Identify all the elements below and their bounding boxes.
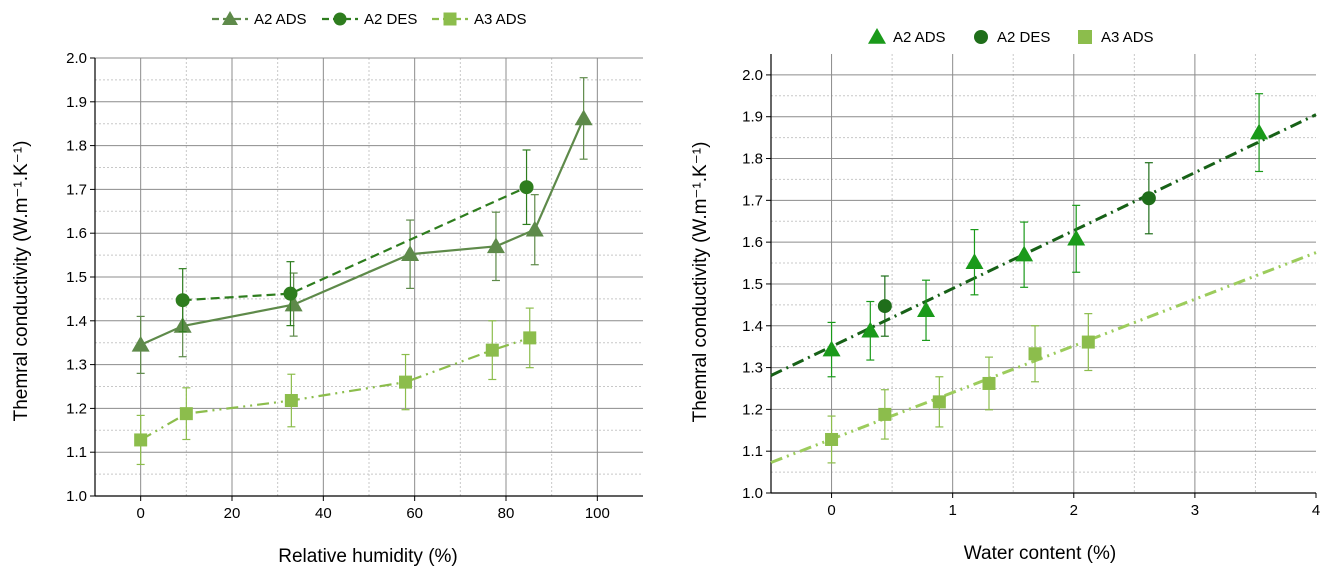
- data-point: [284, 394, 298, 408]
- series-line: [140, 118, 585, 346]
- data-point: [1081, 335, 1095, 349]
- x-tick-label: 40: [315, 505, 332, 522]
- legend-marker: [868, 28, 886, 44]
- legend-label: A2 ADS: [254, 11, 307, 28]
- data-point: [861, 321, 880, 338]
- data-point: [1250, 123, 1269, 140]
- y-tick-label: 1.1: [66, 444, 87, 461]
- y-tick-label: 1.6: [742, 234, 763, 251]
- data-point: [877, 299, 892, 314]
- y-tick-label: 1.2: [66, 400, 87, 417]
- x-tick-label: 80: [498, 505, 515, 522]
- y-tick-label: 1.7: [742, 192, 763, 209]
- y-tick-label: 1.9: [66, 94, 87, 111]
- x-tick-label: 3: [1191, 502, 1199, 519]
- y-tick-label: 1.1: [742, 443, 763, 460]
- legend-marker: [222, 11, 238, 25]
- y-tick-label: 1.3: [742, 360, 763, 377]
- plot-area-right: 1.0 1.1 1.2 1.3 1.4 1.5 1.6 1.7 1.8 1.9 2.0 0 1 2 3 4: [742, 54, 1320, 519]
- data-point: [574, 109, 593, 126]
- legend-label: A3 ADS: [474, 11, 527, 28]
- data-point: [401, 245, 420, 261]
- series-line: [140, 336, 531, 441]
- y-tick-label: 2.0: [742, 67, 763, 84]
- y-tick-label: 1.8: [66, 138, 87, 155]
- legend-label: A2 ADS: [893, 29, 946, 46]
- data-point: [822, 340, 841, 357]
- legend-marker: [333, 12, 347, 26]
- data-point: [131, 335, 150, 352]
- plot-area-left: 1.0 1.1 1.2 1.3 1.4 1.5 1.6 1.7 1.8 1.9 2.0 0 20 40 60…: [66, 50, 643, 522]
- x-tick-label: 1: [948, 502, 956, 519]
- legend-marker: [974, 30, 988, 44]
- x-axis-title-right: Water content (%): [964, 543, 1116, 564]
- legend-label: A2 DES: [364, 11, 417, 28]
- x-tick-label: 20: [224, 505, 241, 522]
- legend-marker: [1078, 30, 1092, 44]
- x-tick-label: 100: [585, 505, 610, 522]
- y-tick-label: 1.5: [742, 276, 763, 293]
- series-line: [182, 186, 528, 302]
- x-tick-label: 0: [136, 505, 144, 522]
- y-axis-title-left: Themral conductivity (W.m⁻¹.K⁻¹): [11, 141, 32, 422]
- data-point: [965, 253, 984, 269]
- y-tick-label: 1.8: [742, 151, 763, 168]
- chart-water-content: 1.0 1.1 1.2 1.3 1.4 1.5 1.6 1.7 1.8 1.9 2.0 0 1 2 3 4 W…: [690, 28, 1320, 564]
- y-axis-title-right: Themral conductivity (W.m⁻¹.K⁻¹): [690, 142, 711, 423]
- data-point: [825, 432, 839, 446]
- x-tick-label: 2: [1070, 502, 1078, 519]
- data-point: [399, 375, 413, 389]
- data-point: [917, 301, 936, 318]
- y-tick-label: 1.7: [66, 181, 87, 198]
- data-point: [175, 293, 190, 308]
- data-point: [485, 343, 499, 357]
- y-tick-label: 1.2: [742, 401, 763, 418]
- fit-line: [770, 113, 1317, 377]
- legend-left: A2 ADS A2 DES A3 ADS: [212, 11, 527, 28]
- data-point: [1015, 245, 1034, 262]
- fit-line: [770, 251, 1317, 464]
- legend-label: A3 ADS: [1101, 29, 1154, 46]
- data-point: [878, 407, 892, 421]
- x-axis-title-left: Relative humidity (%): [278, 546, 458, 567]
- y-tick-label: 1.4: [742, 318, 763, 335]
- data-point: [283, 286, 298, 301]
- data-point: [134, 433, 148, 447]
- chart-relative-humidity: 1.0 1.1 1.2 1.3 1.4 1.5 1.6 1.7 1.8 1.9 2.0 0 20 40 60…: [11, 11, 643, 567]
- data-point: [519, 180, 534, 195]
- x-tick-label: 0: [827, 502, 835, 519]
- legend-right: A2 ADS A2 DES A3 ADS: [868, 28, 1154, 46]
- data-point: [1028, 347, 1042, 361]
- data-point: [486, 237, 505, 254]
- data-point: [284, 295, 303, 312]
- y-tick-label: 1.6: [66, 225, 87, 242]
- y-tick-label: 1.9: [742, 109, 763, 126]
- data-point: [982, 376, 996, 390]
- data-point: [932, 395, 946, 409]
- data-point: [1067, 229, 1086, 246]
- y-tick-label: 1.3: [66, 357, 87, 374]
- legend-label: A2 DES: [997, 29, 1050, 46]
- data-point: [1141, 191, 1156, 206]
- data-point: [523, 331, 537, 345]
- x-tick-label: 4: [1312, 502, 1320, 519]
- y-tick-label: 1.0: [742, 485, 763, 502]
- y-tick-label: 2.0: [66, 50, 87, 67]
- x-tick-label: 60: [406, 505, 423, 522]
- y-tick-label: 1.0: [66, 488, 87, 505]
- data-point: [525, 220, 544, 237]
- legend-marker: [443, 12, 457, 26]
- y-tick-label: 1.4: [66, 313, 87, 330]
- data-point: [179, 407, 193, 421]
- y-tick-label: 1.5: [66, 269, 87, 286]
